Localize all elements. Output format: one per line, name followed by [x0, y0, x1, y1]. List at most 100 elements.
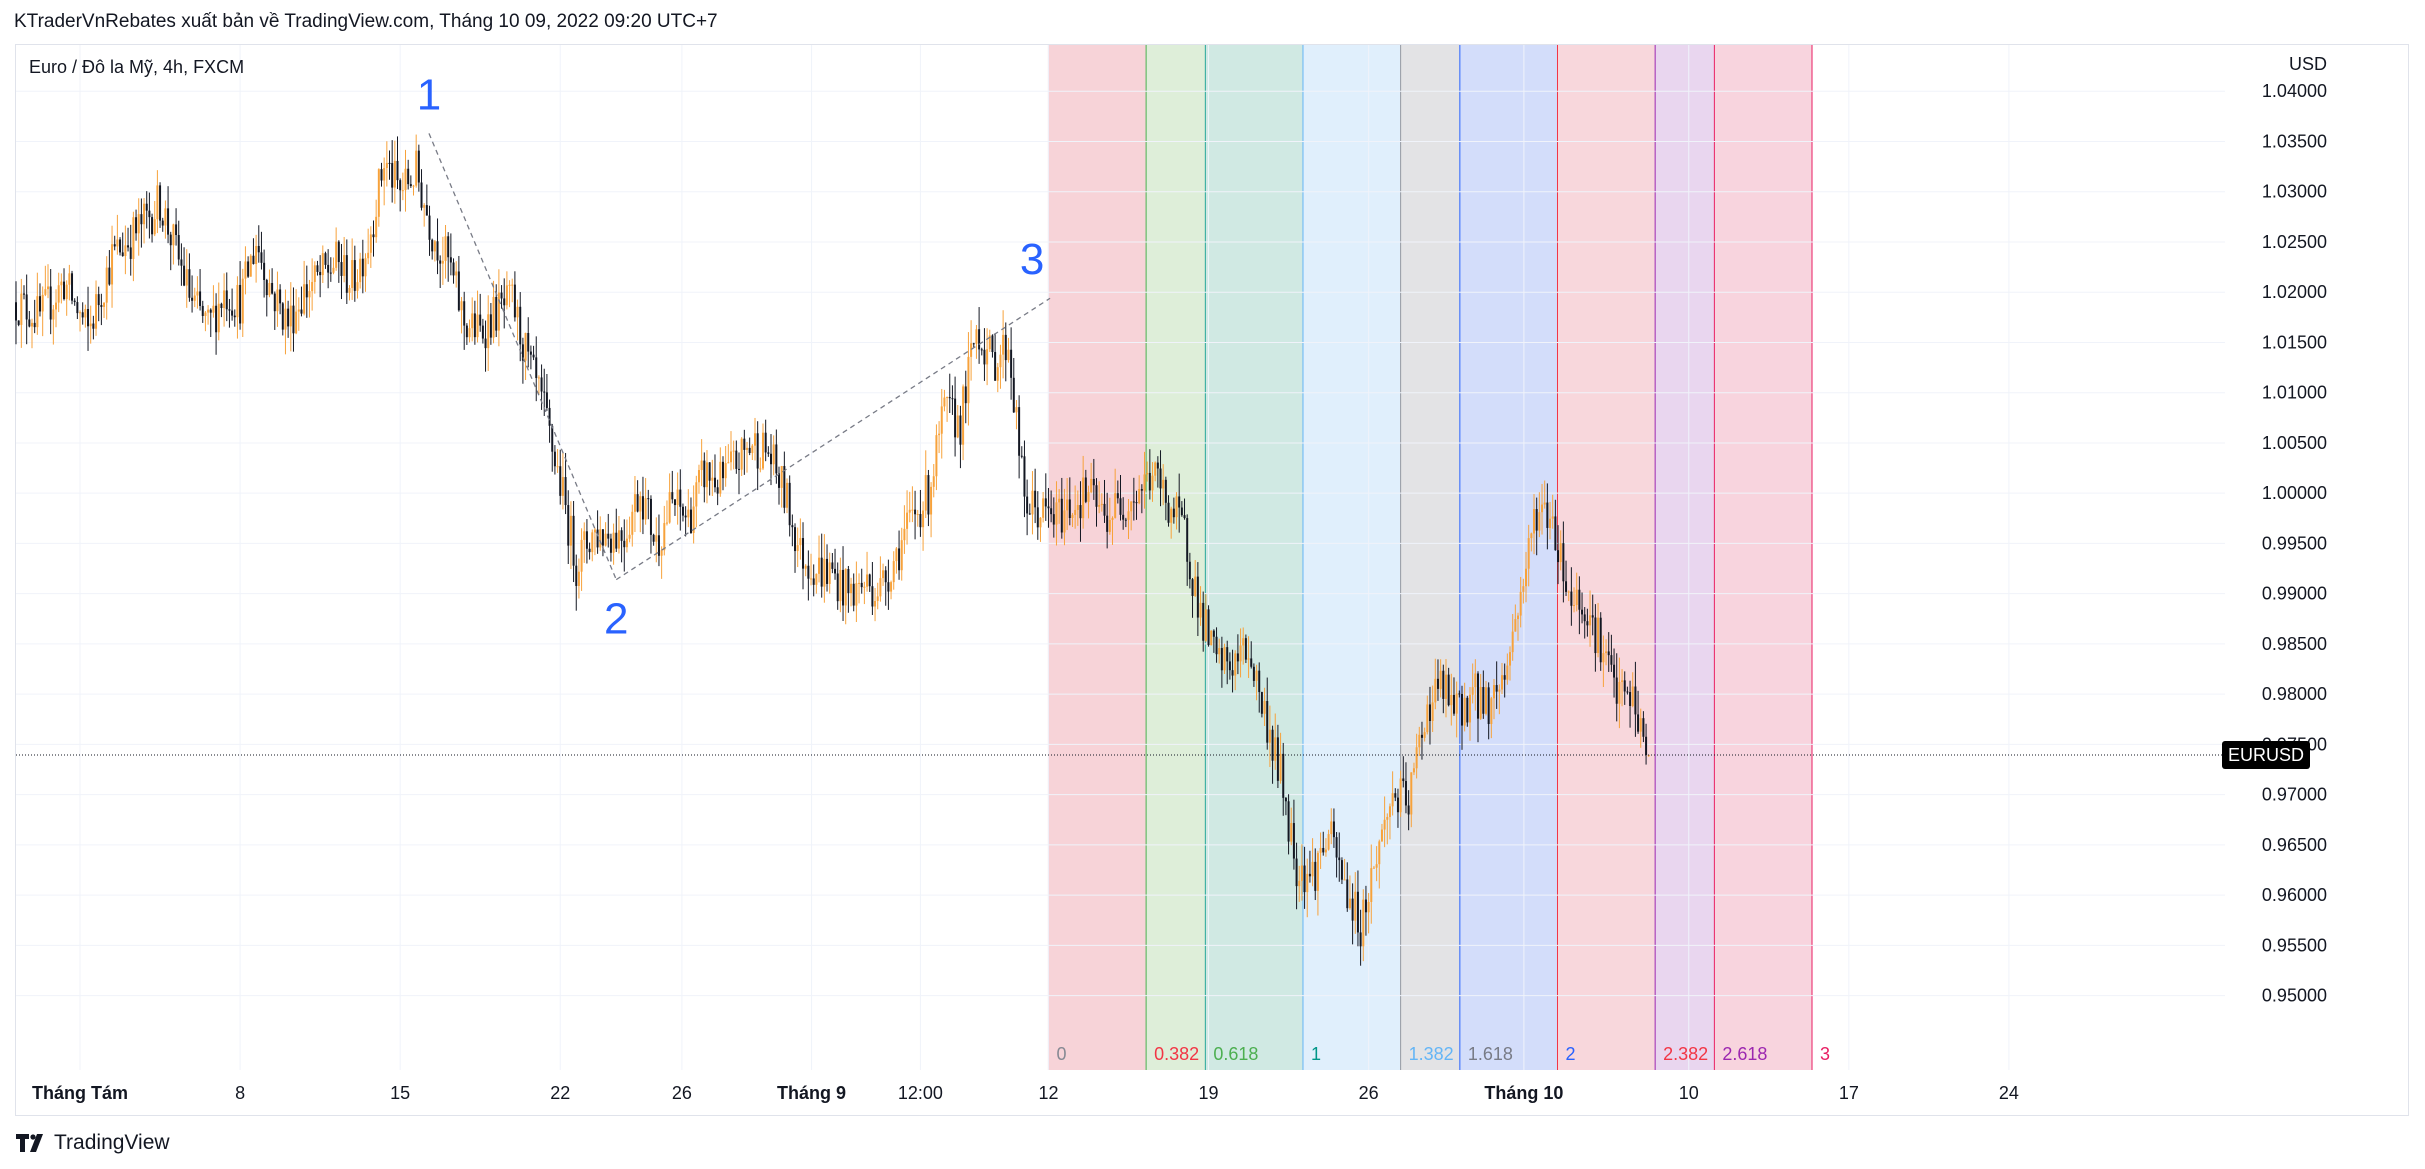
candle-body: [305, 284, 308, 298]
candle: [180, 243, 183, 286]
candle: [1223, 643, 1226, 674]
candle: [767, 446, 770, 457]
candle: [1530, 532, 1533, 552]
candle-body: [823, 558, 826, 587]
symbol-badge: [2222, 740, 2310, 769]
candle: [1583, 607, 1586, 639]
candle-body: [1589, 615, 1592, 626]
candle: [236, 276, 239, 339]
candle: [1154, 461, 1157, 482]
footer-brand[interactable]: TradingView: [16, 1131, 170, 1155]
candle: [324, 251, 327, 269]
candle-body: [287, 308, 290, 327]
candle: [1506, 653, 1509, 685]
y-tick-label: 0.96000: [2262, 885, 2327, 905]
candle: [1148, 449, 1151, 500]
candle: [103, 302, 106, 318]
candle-body: [852, 583, 855, 606]
candle-body: [727, 462, 730, 464]
candle-body: [1140, 489, 1143, 491]
candle: [17, 320, 20, 327]
candle-body: [425, 205, 428, 216]
candle-body: [756, 433, 759, 469]
candle: [991, 334, 994, 358]
candle-body: [28, 319, 31, 327]
candle-body: [954, 398, 957, 438]
candle-body: [572, 515, 575, 566]
candle: [887, 559, 890, 610]
candle-body: [628, 534, 631, 539]
candle-body: [159, 185, 162, 221]
candle: [657, 514, 660, 567]
candle-body: [1444, 674, 1447, 699]
candle-body: [551, 425, 554, 452]
candle: [836, 562, 839, 610]
candle-body: [105, 267, 108, 303]
candle-body: [1186, 518, 1189, 562]
candle-body: [983, 349, 986, 365]
candle-body: [1074, 509, 1077, 515]
candle-body: [140, 214, 143, 225]
candle-body: [1359, 932, 1362, 947]
candle: [914, 490, 917, 540]
candle: [1493, 678, 1496, 720]
candle: [1340, 857, 1343, 885]
candle: [332, 257, 335, 275]
candle: [639, 491, 642, 533]
candle: [1215, 627, 1218, 663]
candle-body: [681, 506, 684, 516]
candle: [930, 482, 933, 538]
candle: [388, 150, 391, 180]
candle: [1565, 560, 1568, 596]
candle-body: [519, 306, 522, 345]
candle-body: [1322, 847, 1325, 853]
candle-body: [1047, 506, 1050, 509]
candle: [1010, 327, 1013, 400]
candle: [1258, 662, 1261, 713]
candle: [1063, 488, 1066, 546]
candle: [1631, 672, 1634, 708]
candle: [1610, 634, 1613, 672]
candle-body: [463, 301, 466, 326]
x-tick-label: 24: [1999, 1083, 2019, 1103]
candle-body: [1108, 519, 1111, 532]
currency-label: USD: [2289, 54, 2327, 74]
fib-label-5: 1.618: [1468, 1044, 1513, 1064]
candle-body: [1396, 797, 1399, 813]
candle: [1535, 497, 1538, 556]
y-tick-label: 0.96500: [2262, 835, 2327, 855]
candle: [1231, 649, 1234, 693]
candle: [113, 235, 116, 251]
candle-body: [1146, 472, 1149, 475]
candle: [1487, 682, 1490, 740]
candle: [348, 285, 351, 301]
candle: [268, 269, 271, 298]
candle-body: [95, 294, 98, 329]
candle-body: [23, 293, 26, 295]
candle-body: [1020, 455, 1023, 457]
candle-body: [1439, 670, 1442, 689]
candle-body: [1151, 475, 1154, 491]
candle-body: [834, 568, 837, 574]
candle-body: [975, 329, 978, 344]
candle-body: [1370, 868, 1373, 902]
candle-body: [484, 338, 487, 349]
candle: [1375, 846, 1378, 882]
candle-body: [882, 570, 885, 579]
wave-segment: [615, 297, 1051, 581]
candle: [303, 260, 306, 316]
candle: [1066, 478, 1069, 530]
candle-body: [1356, 891, 1359, 933]
candle-body: [783, 466, 786, 508]
candle: [1311, 838, 1314, 887]
candle-body: [1594, 617, 1597, 654]
candle: [404, 149, 407, 212]
candle: [1538, 492, 1541, 538]
candle-body: [145, 203, 148, 211]
candle: [1450, 673, 1453, 726]
candle-body: [951, 398, 954, 400]
candle: [1138, 475, 1141, 505]
candle: [1210, 630, 1213, 646]
fib-zone-6: [1557, 45, 1656, 1070]
